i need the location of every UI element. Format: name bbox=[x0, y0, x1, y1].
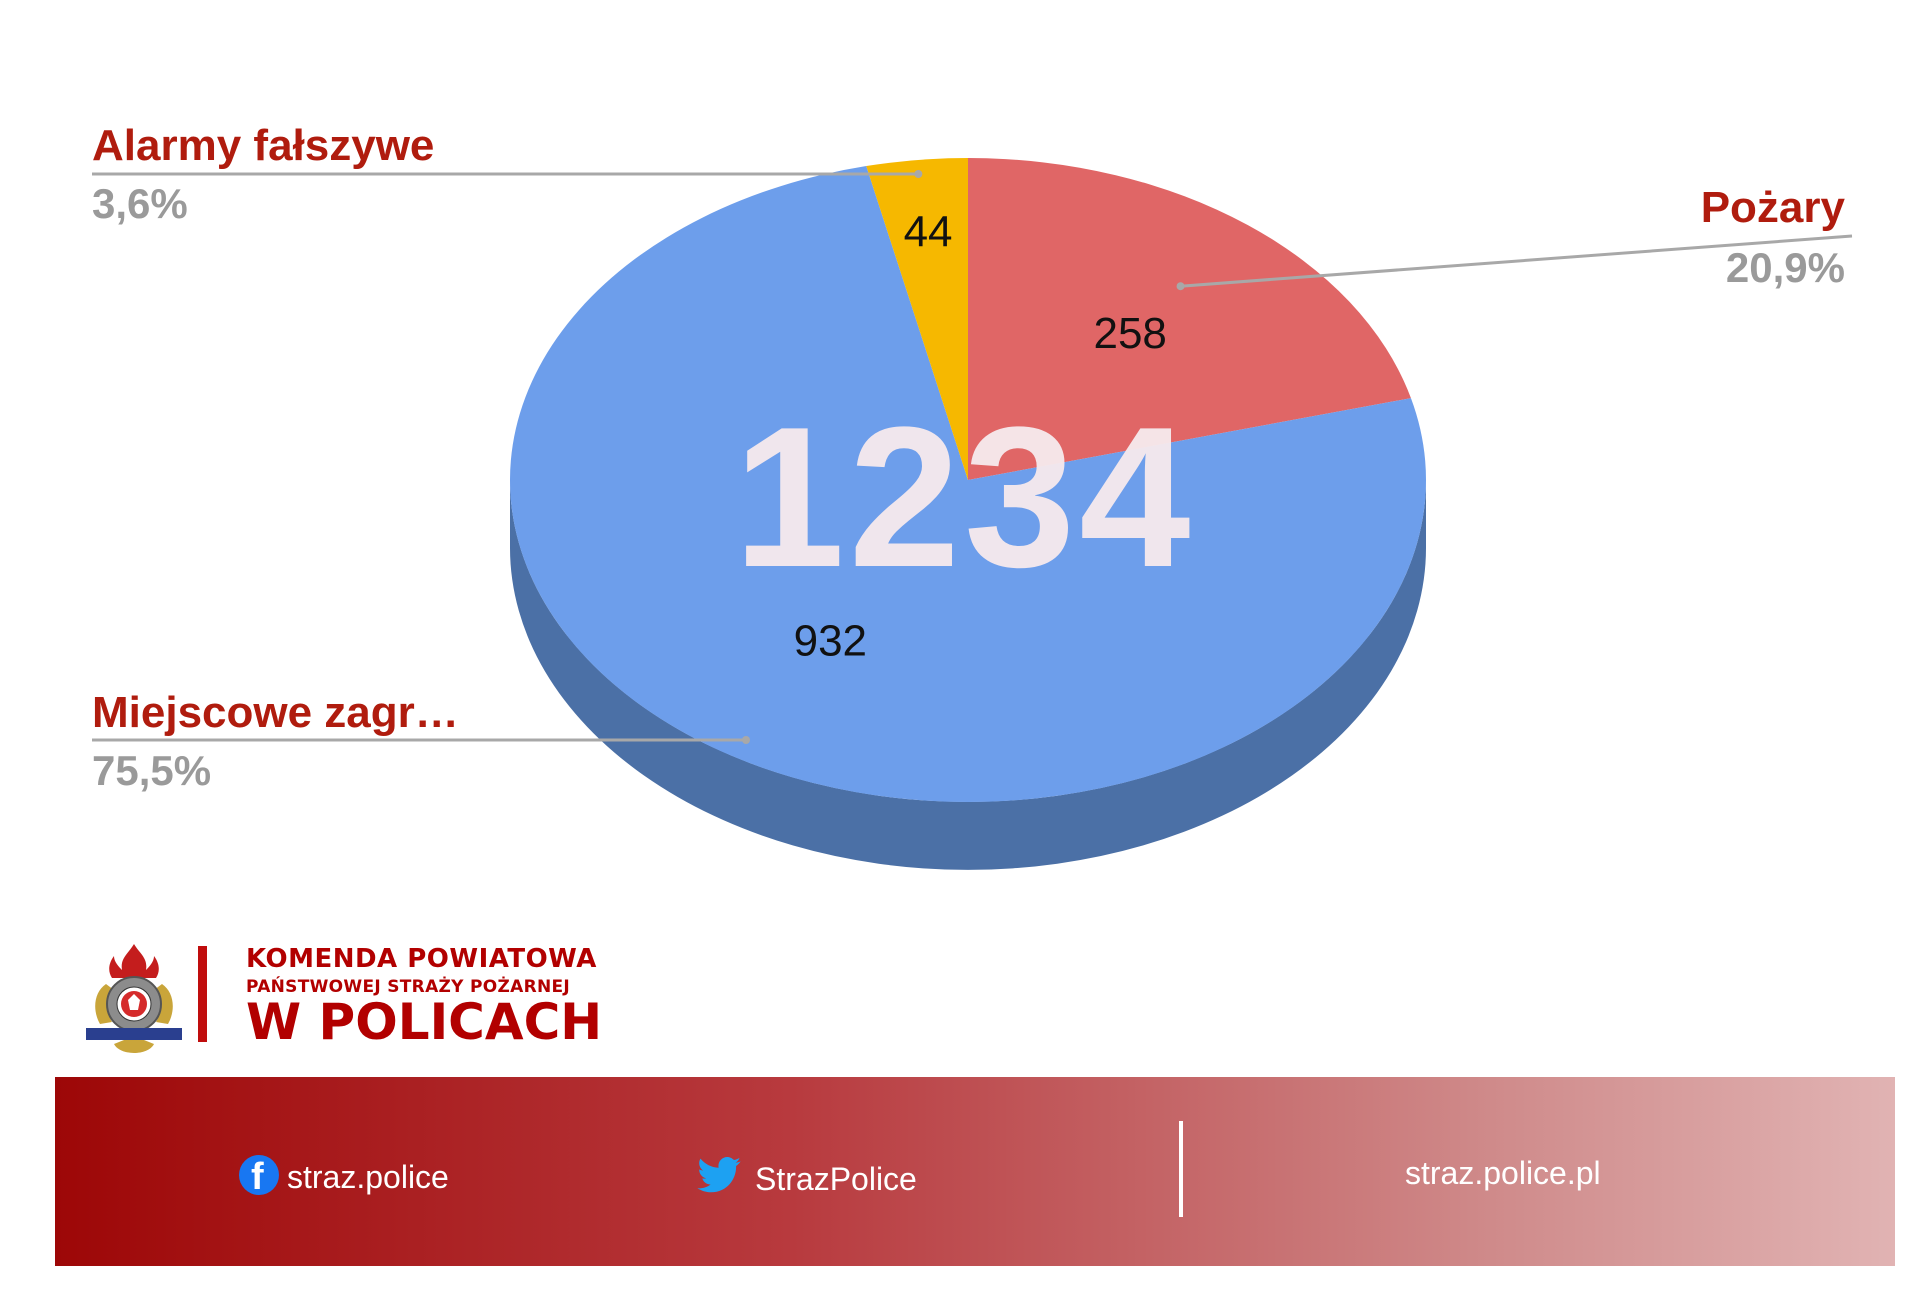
twitter-handle[interactable]: StrazPolice bbox=[755, 1161, 917, 1197]
slice-percent-label: 20,9% bbox=[1726, 244, 1845, 291]
slice-percent-label: 75,5% bbox=[92, 747, 211, 794]
pie-side-wall bbox=[510, 480, 1426, 870]
slice-value-label: 932 bbox=[794, 617, 867, 666]
fire-service-emblem-icon bbox=[86, 944, 182, 1053]
facebook-handle[interactable]: straz.police bbox=[287, 1159, 449, 1195]
slice-value-label: 44 bbox=[904, 207, 953, 256]
leader-dot bbox=[1176, 282, 1185, 291]
facebook-icon: f bbox=[239, 1155, 279, 1198]
chart-total: 1234 bbox=[733, 386, 1195, 609]
pie-slice bbox=[510, 166, 1426, 802]
slice-value-label: 258 bbox=[1093, 309, 1166, 358]
org-line-3: W POLICACH bbox=[246, 993, 603, 1051]
slice-name-label: Pożary bbox=[1701, 183, 1846, 232]
slice-name-label: Miejscowe zagr… bbox=[92, 688, 459, 737]
org-line-1: KOMENDA POWIATOWA bbox=[246, 944, 597, 974]
slice-percent-label: 3,6% bbox=[92, 180, 188, 227]
pie-slice bbox=[866, 158, 968, 480]
website-link[interactable]: straz.police.pl bbox=[1405, 1155, 1601, 1191]
divider-bar bbox=[198, 946, 207, 1042]
leader-dot bbox=[742, 736, 750, 744]
twitter-bird-icon bbox=[697, 1157, 741, 1193]
footer-separator bbox=[1179, 1121, 1183, 1217]
org-line-2: PAŃSTWOWEJ STRAŻY POŻARNEJ bbox=[246, 977, 571, 997]
leader-dot bbox=[914, 170, 923, 178]
slice-name-label: Alarmy fałszywe bbox=[92, 121, 434, 170]
leader-line bbox=[1180, 234, 1853, 288]
footer-bar: f straz.police StrazPolice straz.police.… bbox=[55, 1077, 1895, 1266]
pie-slice bbox=[968, 158, 1411, 480]
